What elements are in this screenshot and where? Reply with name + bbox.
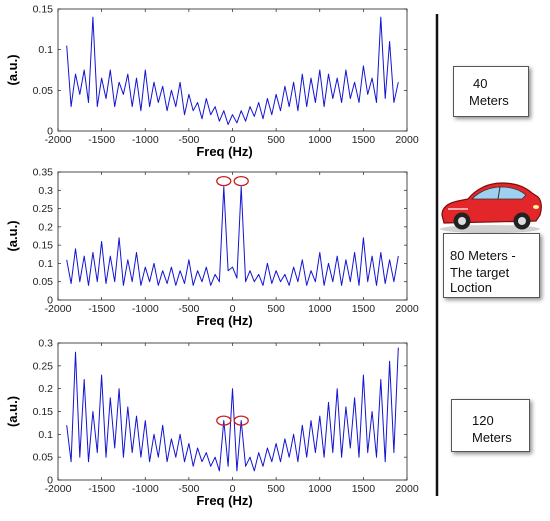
x-tick-label: -1000 bbox=[132, 134, 159, 146]
y-tick-label: 0.1 bbox=[38, 429, 53, 441]
label-box-40m: 40 Meters bbox=[453, 66, 529, 117]
label-box-120m-line-1: 120 bbox=[472, 413, 494, 428]
chart-1: -2000 -1500 -1000 -500 0 500 1000 1500 2000 0 0.05… bbox=[5, 4, 419, 160]
plot-area bbox=[57, 8, 408, 132]
x-tick-label: 2000 bbox=[395, 134, 419, 146]
plot-area bbox=[57, 171, 408, 301]
x-axis-label: Freq (Hz) bbox=[196, 493, 252, 508]
y-tick-label: 0.3 bbox=[38, 185, 53, 197]
y-tick-label: 0 bbox=[47, 475, 53, 487]
x-tick-label: 1000 bbox=[308, 483, 332, 495]
x-tick-label: -2000 bbox=[45, 483, 72, 495]
label-box-80m-target: 80 Meters - The target Loction bbox=[443, 233, 540, 298]
label-box-80m-line-1: 80 Meters - bbox=[450, 248, 516, 263]
y-tick-label: 0.1 bbox=[38, 44, 53, 56]
y-axis-label: (a.u.) bbox=[5, 54, 20, 85]
y-axis-label: (a.u.) bbox=[5, 396, 20, 427]
x-tick-label: 0 bbox=[230, 483, 236, 495]
y-tick-label: 0.1 bbox=[38, 258, 53, 270]
x-tick-label: 500 bbox=[267, 303, 285, 315]
x-tick-label: 2000 bbox=[395, 483, 419, 495]
x-tick-label: -1500 bbox=[88, 303, 115, 315]
x-tick-label: -1500 bbox=[88, 483, 115, 495]
y-tick-label: 0.05 bbox=[33, 452, 54, 464]
label-box-120m-line-2: Meters bbox=[472, 430, 512, 445]
x-tick-label: -2000 bbox=[45, 134, 72, 146]
y-tick-label: 0.05 bbox=[33, 85, 54, 97]
x-tick-label: -500 bbox=[178, 303, 199, 315]
x-tick-label: 1500 bbox=[352, 483, 376, 495]
peak-marker-ellipse bbox=[216, 415, 232, 426]
x-tick-label: 1500 bbox=[352, 134, 376, 146]
label-box-80m-line-2: The target bbox=[450, 265, 510, 280]
y-tick-label: 0 bbox=[47, 126, 53, 138]
peak-marker-ellipse bbox=[233, 415, 249, 426]
label-box-40m-line-1: 40 bbox=[473, 76, 488, 91]
x-tick-label: 500 bbox=[267, 483, 285, 495]
x-axis-label: Freq (Hz) bbox=[196, 144, 252, 159]
y-tick-label: 0.2 bbox=[38, 221, 53, 233]
y-tick-label: 0.25 bbox=[33, 203, 54, 215]
spectrum-line bbox=[66, 16, 399, 125]
y-tick-label: 0.3 bbox=[38, 338, 53, 350]
x-tick-label: -2000 bbox=[45, 303, 72, 315]
chart-3: -2000 -1500 -1000 -500 0 500 1000 1500 2000 0 0.05… bbox=[5, 338, 419, 509]
x-tick-label: -1500 bbox=[88, 134, 115, 146]
label-box-120m: 120 Meters bbox=[451, 399, 530, 452]
y-tick-label: 0.15 bbox=[33, 4, 54, 16]
x-tick-label: 1000 bbox=[308, 303, 332, 315]
chart-2: -2000 -1500 -1000 -500 0 500 1000 1500 2000 0 0.05… bbox=[5, 167, 419, 329]
y-axis-label: (a.u.) bbox=[5, 220, 20, 251]
car-icon bbox=[440, 182, 542, 233]
y-tick-label: 0.35 bbox=[33, 167, 54, 179]
x-tick-label: 1500 bbox=[352, 303, 376, 315]
y-tick-label: 0.2 bbox=[38, 383, 53, 395]
spectrum-line bbox=[66, 347, 399, 472]
label-box-80m-line-3: Loction bbox=[450, 280, 492, 295]
x-tick-label: 2000 bbox=[395, 303, 419, 315]
y-tick-label: 0.25 bbox=[33, 360, 54, 372]
x-tick-label: -1000 bbox=[132, 483, 159, 495]
x-tick-label: -1000 bbox=[132, 303, 159, 315]
label-box-40m-line-2: Meters bbox=[469, 93, 509, 108]
peak-marker-ellipse bbox=[233, 175, 249, 187]
x-axis-label: Freq (Hz) bbox=[196, 313, 252, 328]
plot-area bbox=[57, 342, 408, 481]
spectrum-line bbox=[66, 186, 399, 286]
x-tick-label: -500 bbox=[178, 134, 199, 146]
y-tick-label: 0.15 bbox=[33, 240, 54, 252]
peak-marker-ellipse bbox=[216, 175, 232, 187]
y-tick-label: 0 bbox=[47, 295, 53, 307]
x-tick-label: 0 bbox=[230, 134, 236, 146]
charts: -2000 -1500 -1000 -500 0 500 1000 1500 2000 0 0.05… bbox=[5, 4, 419, 509]
x-tick-label: 500 bbox=[267, 134, 285, 146]
x-tick-label: -500 bbox=[178, 483, 199, 495]
x-tick-label: 1000 bbox=[308, 134, 332, 146]
y-tick-label: 0.15 bbox=[33, 406, 54, 418]
y-tick-label: 0.05 bbox=[33, 276, 54, 288]
x-tick-label: 0 bbox=[230, 303, 236, 315]
